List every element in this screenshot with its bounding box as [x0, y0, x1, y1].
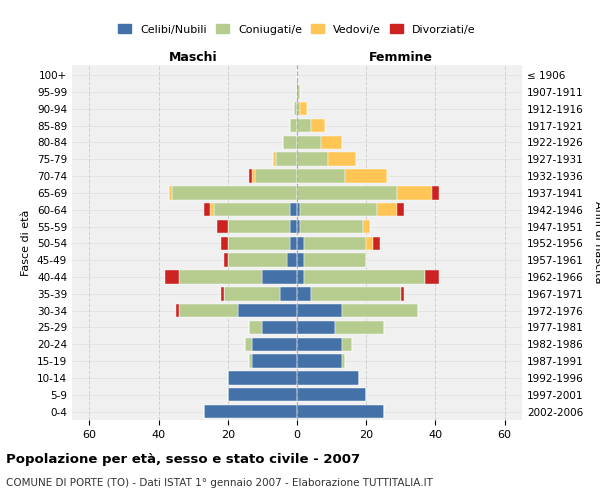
- Bar: [311, 287, 401, 300]
- Bar: [297, 371, 359, 384]
- Bar: [297, 388, 366, 402]
- Bar: [224, 254, 228, 267]
- Bar: [397, 186, 432, 200]
- Bar: [377, 203, 397, 216]
- Bar: [273, 152, 276, 166]
- Bar: [217, 220, 228, 233]
- Bar: [224, 287, 280, 300]
- Bar: [203, 405, 297, 418]
- Text: Femmine: Femmine: [369, 51, 433, 64]
- Bar: [342, 338, 352, 351]
- Bar: [301, 203, 377, 216]
- Bar: [297, 304, 342, 318]
- Y-axis label: Anni di nascita: Anni di nascita: [593, 201, 600, 284]
- Bar: [252, 170, 256, 183]
- Bar: [297, 338, 342, 351]
- Text: Maschi: Maschi: [169, 51, 217, 64]
- Bar: [179, 270, 262, 283]
- Bar: [290, 220, 297, 233]
- Bar: [169, 186, 172, 200]
- Bar: [301, 102, 307, 116]
- Bar: [311, 119, 325, 132]
- Bar: [248, 320, 262, 334]
- Bar: [238, 304, 297, 318]
- Bar: [211, 203, 214, 216]
- Legend: Celibi/Nubili, Coniugati/e, Vedovi/e, Divorziati/e: Celibi/Nubili, Coniugati/e, Vedovi/e, Di…: [115, 21, 479, 38]
- Bar: [166, 270, 179, 283]
- Bar: [297, 254, 304, 267]
- Bar: [425, 270, 439, 283]
- Bar: [276, 152, 297, 166]
- Bar: [297, 220, 301, 233]
- Bar: [287, 254, 297, 267]
- Bar: [304, 270, 425, 283]
- Bar: [373, 236, 380, 250]
- Bar: [342, 354, 346, 368]
- Bar: [248, 170, 252, 183]
- Bar: [366, 236, 373, 250]
- Bar: [221, 236, 228, 250]
- Bar: [293, 102, 297, 116]
- Bar: [432, 186, 439, 200]
- Bar: [228, 254, 287, 267]
- Bar: [297, 119, 311, 132]
- Y-axis label: Fasce di età: Fasce di età: [22, 210, 31, 276]
- Bar: [297, 354, 342, 368]
- Bar: [297, 102, 301, 116]
- Bar: [297, 236, 304, 250]
- Bar: [252, 338, 297, 351]
- Bar: [304, 254, 366, 267]
- Bar: [297, 270, 304, 283]
- Bar: [280, 287, 297, 300]
- Bar: [363, 220, 370, 233]
- Bar: [297, 320, 335, 334]
- Bar: [346, 170, 387, 183]
- Bar: [328, 152, 356, 166]
- Bar: [397, 203, 404, 216]
- Bar: [179, 304, 238, 318]
- Bar: [252, 354, 297, 368]
- Bar: [214, 203, 290, 216]
- Bar: [297, 186, 397, 200]
- Bar: [321, 136, 342, 149]
- Bar: [228, 220, 290, 233]
- Bar: [262, 270, 297, 283]
- Bar: [301, 220, 363, 233]
- Bar: [297, 170, 346, 183]
- Bar: [297, 203, 301, 216]
- Bar: [304, 236, 366, 250]
- Bar: [221, 287, 224, 300]
- Bar: [297, 152, 328, 166]
- Bar: [342, 304, 418, 318]
- Bar: [401, 287, 404, 300]
- Bar: [297, 136, 321, 149]
- Bar: [248, 354, 252, 368]
- Bar: [228, 371, 297, 384]
- Bar: [228, 388, 297, 402]
- Bar: [283, 136, 297, 149]
- Bar: [297, 85, 301, 98]
- Bar: [228, 236, 290, 250]
- Text: COMUNE DI PORTE (TO) - Dati ISTAT 1° gennaio 2007 - Elaborazione TUTTITALIA.IT: COMUNE DI PORTE (TO) - Dati ISTAT 1° gen…: [6, 478, 433, 488]
- Bar: [290, 236, 297, 250]
- Bar: [203, 203, 211, 216]
- Bar: [172, 186, 297, 200]
- Bar: [297, 405, 383, 418]
- Bar: [297, 287, 311, 300]
- Bar: [176, 304, 179, 318]
- Bar: [245, 338, 252, 351]
- Bar: [256, 170, 297, 183]
- Bar: [290, 203, 297, 216]
- Bar: [262, 320, 297, 334]
- Bar: [335, 320, 383, 334]
- Text: Popolazione per età, sesso e stato civile - 2007: Popolazione per età, sesso e stato civil…: [6, 452, 360, 466]
- Bar: [290, 119, 297, 132]
